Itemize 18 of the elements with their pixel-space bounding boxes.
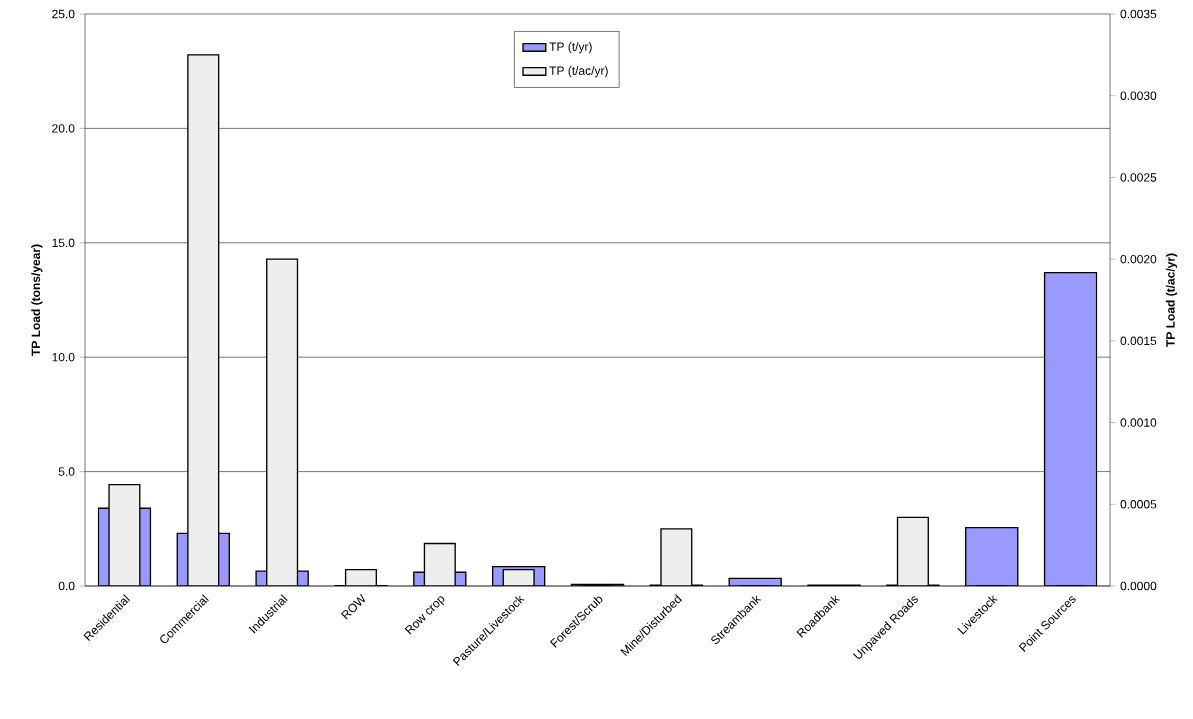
y-tick-label: 15.0 <box>52 238 75 248</box>
y-tick-label: 0.0 <box>58 581 75 591</box>
y-axis-title: TP Load (tons/year) <box>31 244 43 356</box>
y2-tick-label: 0.0010 <box>1120 418 1157 427</box>
y2-tick-label: 0.0020 <box>1120 254 1157 264</box>
y2-tick-label: 0.0025 <box>1120 173 1157 182</box>
y2-tick-label: 0.0000 <box>1120 581 1157 591</box>
y2-tick-label: 0.0005 <box>1120 500 1157 509</box>
legend-label: TP (t/ac/yr) <box>549 66 608 78</box>
y2-axis-title: TP Load (t/ac/yr) <box>1165 253 1178 347</box>
y-tick-label: 20.0 <box>52 124 75 133</box>
y2-tick-label: 0.0015 <box>1120 336 1157 346</box>
y-tick-label: 10.0 <box>52 352 75 362</box>
y-tick-label: 25.0 <box>52 9 75 19</box>
y2-tick-label: 0.0035 <box>1120 9 1157 19</box>
legend-label: TP (t/yr) <box>549 42 592 54</box>
y-tick-label: 5.0 <box>58 467 75 476</box>
y2-tick-label: 0.0030 <box>1120 91 1157 100</box>
